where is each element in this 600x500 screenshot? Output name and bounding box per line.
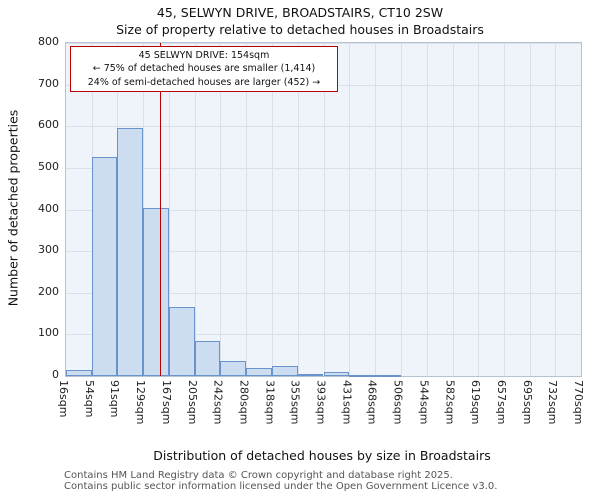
histogram-bar — [117, 128, 144, 376]
histogram-bar — [323, 371, 350, 376]
x-tick-label: 544sqm — [417, 380, 431, 425]
x-tick-label: 770sqm — [572, 380, 585, 425]
histogram-bar — [246, 367, 273, 376]
x-tick-label: 167sqm — [160, 380, 174, 425]
x-tick-label: 280sqm — [237, 380, 251, 425]
chart-title: 45, SELWYN DRIVE, BROADSTAIRS, CT10 2SW — [156, 5, 444, 20]
x-tick-label: 695sqm — [520, 380, 534, 425]
y-tick-label: 100 — [38, 326, 59, 340]
plot-area: 45 SELWYN DRIVE: 154sqm ← 75% of detache… — [65, 42, 582, 378]
grid-line-v — [452, 43, 454, 376]
y-tick-label: 800 — [38, 35, 59, 48]
annotation-box: 45 SELWYN DRIVE: 154sqm ← 75% of detache… — [70, 46, 338, 92]
x-axis-label: Distribution of detached houses by size … — [153, 448, 491, 463]
histogram-bar — [297, 373, 324, 376]
grid-line-v — [323, 43, 325, 376]
grid-line-v — [477, 43, 479, 376]
y-tick-label: 0 — [52, 368, 59, 381]
y-tick-label: 600 — [38, 118, 59, 132]
x-tick-label: 129sqm — [134, 380, 148, 425]
histogram-bar — [272, 365, 298, 376]
histogram-bar — [66, 369, 92, 376]
x-tick-label: 582sqm — [443, 380, 457, 425]
x-tick-label: 205sqm — [186, 380, 200, 425]
y-tick-label: 500 — [38, 159, 59, 173]
x-tick-label: 91sqm — [108, 380, 122, 418]
grid-line-v — [246, 43, 248, 376]
x-tick-label: 355sqm — [288, 380, 302, 425]
grid-line-v — [426, 43, 428, 376]
histogram-bar — [220, 361, 247, 376]
annotation-line-1: 45 SELWYN DRIVE: 154sqm — [138, 50, 270, 61]
y-tick-label: 700 — [38, 76, 59, 90]
x-tick-label: 16sqm — [57, 380, 70, 418]
grid-line-v — [503, 43, 505, 376]
grid-line-v — [272, 43, 274, 376]
footer-attribution-2: Contains public sector information licen… — [64, 481, 498, 492]
grid-line-v — [374, 43, 376, 376]
grid-line-v — [297, 43, 299, 376]
y-tick-label: 200 — [38, 284, 59, 298]
x-tick-label: 431sqm — [340, 380, 354, 425]
x-tick-label: 657sqm — [494, 380, 508, 425]
x-tick-label: 393sqm — [314, 380, 328, 425]
marker-line — [159, 43, 161, 376]
y-tick-label: 300 — [38, 243, 59, 257]
annotation-line-3: 24% of semi-detached houses are larger (… — [87, 76, 321, 88]
histogram-bar — [169, 307, 196, 376]
x-tick-label: 506sqm — [391, 380, 405, 425]
histogram-bar — [349, 374, 375, 377]
annotation-line-2: ← 75% of detached houses are smaller (1,… — [92, 63, 316, 75]
grid-line-v — [555, 43, 557, 376]
x-tick-label: 619sqm — [468, 380, 482, 425]
grid-line-v — [529, 43, 531, 376]
grid-line-v — [349, 43, 351, 376]
x-tick-label: 318sqm — [263, 380, 277, 425]
grid-line-v — [169, 43, 171, 376]
histogram-bar — [91, 157, 118, 376]
x-tick-label: 54sqm — [82, 380, 96, 418]
x-tick-label: 242sqm — [211, 380, 225, 425]
grid-line-v — [400, 43, 402, 376]
histogram-bar — [195, 340, 221, 376]
histogram-bar — [143, 208, 170, 376]
y-tick-label: 400 — [38, 201, 59, 215]
histogram-bar — [374, 375, 401, 378]
y-axis-label: Number of detached properties — [5, 109, 21, 307]
footer-attribution-1: Contains HM Land Registry data © Crown c… — [64, 470, 453, 481]
chart-subtitle: Size of property relative to detached ho… — [116, 22, 484, 37]
grid-line-v — [220, 43, 222, 376]
x-tick-label: 468sqm — [365, 380, 379, 425]
grid-line-v — [195, 43, 197, 376]
x-tick-label: 732sqm — [546, 380, 560, 425]
